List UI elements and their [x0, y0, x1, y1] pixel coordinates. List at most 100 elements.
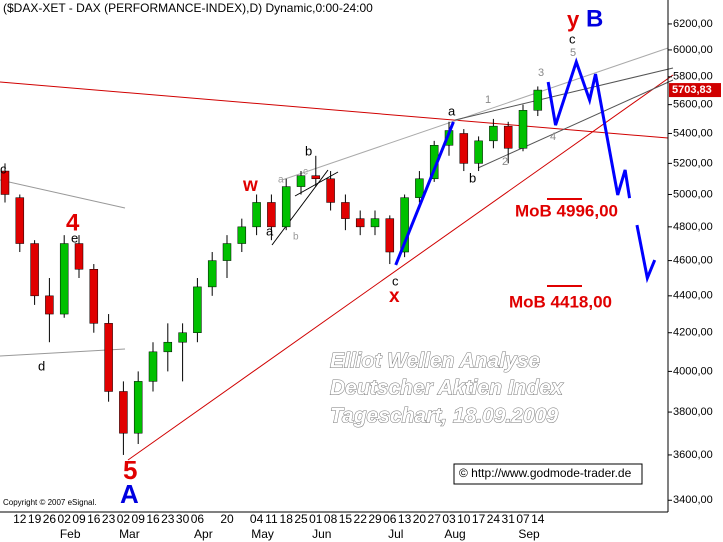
- x-tick-label: 10: [457, 512, 471, 526]
- x-tick-label: 19: [28, 512, 42, 526]
- y-tick-label: 3800,00: [673, 406, 713, 418]
- x-tick-label: 04: [250, 512, 264, 526]
- candle-body: [355, 218, 365, 228]
- wave-label: c: [392, 273, 399, 288]
- x-tick-label: 12: [13, 512, 27, 526]
- impulse-line: [394, 121, 455, 266]
- x-tick-label: 02: [117, 512, 131, 526]
- month-label: Jul: [388, 527, 403, 541]
- wave-label: d: [38, 358, 45, 373]
- candle-body: [59, 243, 69, 315]
- candle-body: [30, 243, 39, 297]
- candle-body: [415, 178, 424, 198]
- wave-label: 3: [538, 67, 544, 79]
- marks-layer: [0, 57, 657, 455]
- x-tick-label: 29: [368, 512, 382, 526]
- y-tick-label: 5600,00: [673, 99, 713, 111]
- y-tick-label: 4400,00: [673, 290, 713, 302]
- wave-label: 1: [485, 94, 491, 106]
- month-label: Mar: [119, 527, 140, 541]
- x-tick-label: 23: [161, 512, 175, 526]
- x-tick-label: 31: [502, 512, 516, 526]
- y-tick-label: 4200,00: [673, 327, 713, 339]
- x-tick-label: 15: [339, 512, 353, 526]
- candle-body: [207, 260, 217, 288]
- source-text: © http://www.godmode-trader.de: [459, 466, 632, 480]
- mob-label: MoB 4996,00: [515, 201, 618, 220]
- chart-title: ($DAX-XET - DAX (PERFORMANCE-INDEX),D) D…: [3, 1, 373, 15]
- wave-label: 4: [550, 131, 556, 143]
- y-tick-label: 5400,00: [673, 127, 713, 139]
- y-tick-label: 4000,00: [673, 365, 713, 377]
- x-tick-label: 16: [87, 512, 101, 526]
- trend-line: [281, 47, 669, 181]
- wave-label: w: [242, 175, 258, 196]
- x-tick-label: 20: [220, 512, 234, 526]
- trend-line: [0, 179, 126, 209]
- candle-body: [133, 381, 143, 434]
- x-tick-label: 25: [294, 512, 308, 526]
- candle-body: [267, 202, 276, 228]
- y-tick-label: 6200,00: [673, 18, 713, 30]
- trend-line: [0, 348, 126, 357]
- x-tick-label: 09: [72, 512, 86, 526]
- y-tick-label: 6000,00: [673, 44, 713, 56]
- x-tick-label: 14: [531, 512, 545, 526]
- candle-body: [193, 286, 202, 333]
- mob-label: MoB 4418,00: [509, 292, 612, 311]
- wave-label: b: [305, 143, 312, 158]
- candle-body: [385, 218, 395, 253]
- wave-label: a: [266, 223, 274, 238]
- wave-label: B: [586, 5, 603, 32]
- wave-label: c: [569, 31, 576, 46]
- x-tick-label: 18: [280, 512, 294, 526]
- candle-body: [252, 202, 261, 228]
- y-tick-label: 4800,00: [673, 221, 713, 233]
- overlay-text: Deutscher Aktien Index: [330, 377, 564, 400]
- month-label: Sep: [518, 527, 540, 541]
- candle-body: [459, 133, 469, 164]
- x-tick-label: 24: [487, 512, 501, 526]
- overlay-text: Tageschart, 18.09.2009: [330, 405, 558, 428]
- source-box: [453, 463, 643, 485]
- x-tick-label: 20: [413, 512, 427, 526]
- candle-body: [281, 186, 291, 228]
- x-tick-label: 23: [102, 512, 116, 526]
- candle-body: [74, 243, 84, 270]
- candle-body: [400, 197, 409, 253]
- month-label: Feb: [60, 527, 81, 541]
- x-tick-label: 09: [132, 512, 146, 526]
- trend-line: [454, 67, 674, 121]
- last-price-box: [669, 83, 721, 98]
- wave-label: A: [120, 479, 139, 509]
- x-tick-label: 17: [472, 512, 486, 526]
- y-tick-label: 5000,00: [673, 188, 713, 200]
- candle-body: [311, 175, 321, 180]
- candle-body: [104, 323, 113, 392]
- wave-label: e: [71, 230, 78, 245]
- x-tick-label: 06: [383, 512, 397, 526]
- axis-layer: 3400,00 3600,00 3800,00 4000,00 4200,00 4400,…: [13, 18, 721, 541]
- x-tick-label: 26: [43, 512, 57, 526]
- candle-body: [474, 140, 483, 164]
- last-price-label: 5703,83: [672, 84, 712, 96]
- trend-lines: [0, 47, 674, 461]
- candle-body: [503, 125, 513, 149]
- candle-body: [15, 197, 25, 244]
- wave-label: 5: [570, 47, 576, 59]
- candle-body: [148, 351, 158, 382]
- candle-body: [326, 178, 335, 203]
- y-tick-label: 3600,00: [673, 449, 713, 461]
- candle-body: [296, 175, 306, 187]
- wave-label: b: [469, 170, 476, 185]
- candle-body: [222, 243, 232, 261]
- month-label: Jun: [312, 527, 331, 541]
- candle-body: [341, 202, 350, 219]
- wave-label: a: [278, 175, 284, 186]
- overlay-text: Elliot Wellen Analyse: [330, 350, 540, 373]
- wave-label: x: [389, 286, 400, 307]
- candle-body: [533, 89, 543, 111]
- wave-label: y: [567, 7, 580, 32]
- month-label: Aug: [444, 527, 465, 541]
